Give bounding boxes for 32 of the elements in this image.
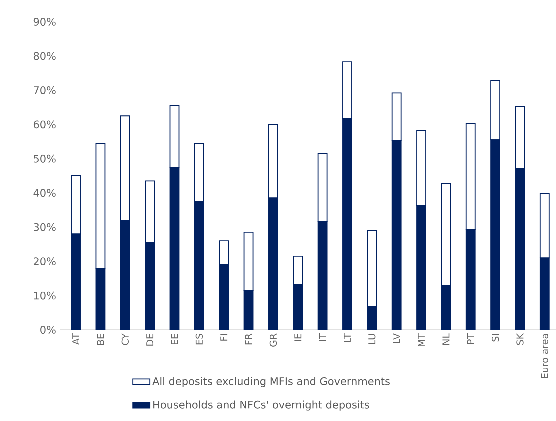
x-tick-label: Euro area xyxy=(541,334,548,378)
x-tick-label: IE xyxy=(294,334,302,342)
x-tick-label: SI xyxy=(492,334,500,342)
x-tick-label: CY xyxy=(122,334,129,346)
y-tick-label: 80% xyxy=(34,52,56,60)
x-tick-label: ES xyxy=(196,334,204,345)
y-tick-label: 90% xyxy=(34,18,56,26)
x-tick-label: DE xyxy=(146,334,154,346)
y-tick-label: 10% xyxy=(34,292,56,300)
x-tick-label: GR xyxy=(270,334,278,347)
legend-label: Households and NFCs' overnight deposits xyxy=(154,400,370,411)
x-tick-label: IT xyxy=(319,333,326,342)
y-tick-label: 30% xyxy=(34,223,56,232)
x-tick-label: LU xyxy=(368,334,376,344)
y-tick-label: 60% xyxy=(34,120,56,129)
x-tick-label: NL xyxy=(442,334,450,345)
x-tick-label: EE xyxy=(171,334,178,345)
x-tick-label: MT xyxy=(418,333,425,347)
y-tick-label: 70% xyxy=(34,86,56,94)
x-tick-label: BE xyxy=(97,334,104,346)
x-tick-label: AT xyxy=(72,333,80,345)
y-tick-label: 20% xyxy=(34,258,56,266)
x-tick-label: PT xyxy=(467,333,474,344)
x-tick-label: FR xyxy=(245,334,252,345)
x-tick-label: LT xyxy=(344,333,351,342)
y-tick-label: 0% xyxy=(40,326,56,334)
x-tick-label: SK xyxy=(516,333,524,346)
y-tick-label: 40% xyxy=(34,189,56,198)
legend-label: All deposits excluding MFIs and Governments xyxy=(152,377,390,388)
x-tick-label: LV xyxy=(393,334,400,344)
y-tick-label: 50% xyxy=(34,154,56,163)
x-tick-label: FI xyxy=(220,334,228,341)
